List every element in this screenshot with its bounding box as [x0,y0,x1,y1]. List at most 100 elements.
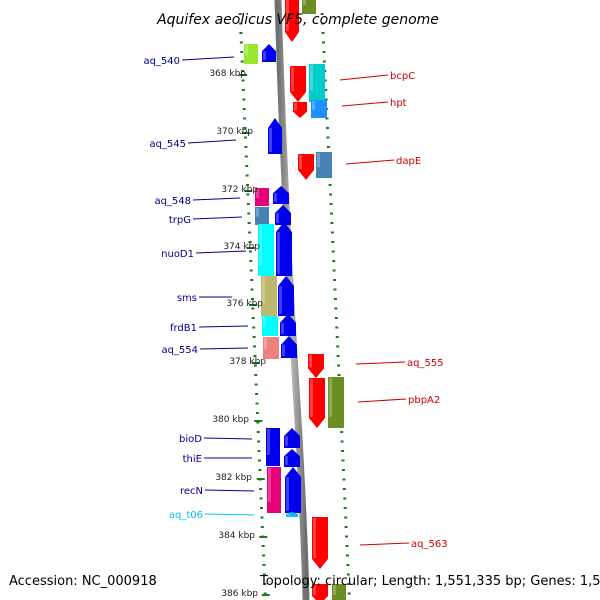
gene-label-aq_554[interactable]: aq_554 [161,345,198,356]
gene-aq554[interactable] [281,336,297,358]
gene-aq555-shape[interactable] [308,354,324,378]
gene-aq554-salmon-shape[interactable] [263,337,279,359]
scale-label: 384 kbp [218,531,255,541]
gene-label-aq_545[interactable]: aq_545 [149,139,186,150]
gene-bioD-shape[interactable] [284,428,300,448]
gene-top-olive[interactable] [302,0,316,14]
gene-label-sms[interactable]: sms [177,293,197,304]
gene-aq555[interactable] [308,354,324,378]
gene-dapE-steel-shape[interactable] [316,152,332,178]
gene-bcpC-shape[interactable] [290,66,306,102]
gene-bioD-blue-left[interactable] [266,428,280,466]
gene-frdB1[interactable] [280,314,296,336]
gene-frdB1-shape[interactable] [280,314,296,336]
gene-nuoD1[interactable] [276,222,292,276]
gene-hpt-shape[interactable] [293,102,307,118]
gene-top-olive-shape[interactable] [302,0,316,14]
gene-pbpA2[interactable] [309,378,325,428]
gene-label-frdb1[interactable]: frdB1 [170,323,197,334]
gene-hpt-blue[interactable] [311,100,327,118]
gene-aq540-lime[interactable] [244,44,258,64]
gene-aq545-highlight [269,128,272,152]
gene-thiE[interactable] [284,449,300,467]
gene-sms[interactable] [278,276,294,316]
gene-thiE-highlight [285,456,288,465]
gene-label-aq_548[interactable]: aq_548 [154,196,191,207]
gene-aq554-salmon[interactable] [263,337,279,359]
gene-aq548-magenta-shape[interactable] [255,188,269,206]
gene-aq548-shape[interactable] [273,186,289,204]
gene-nuoD1-shape[interactable] [276,222,292,276]
gene-bcpC-cyan-shape[interactable] [309,64,325,102]
gene-aq548[interactable] [273,186,289,204]
gene-bottom-red-shape[interactable] [312,584,328,600]
gene-aq548-magenta[interactable] [255,188,269,206]
gene-sms-khaki[interactable] [261,276,277,316]
gene-thiE-shape[interactable] [284,449,300,467]
gene-recN-magenta-shape[interactable] [267,467,281,513]
scale-label: 378 kbp [229,357,266,367]
label-leader-line [198,325,249,328]
gene-trpG-steel-shape[interactable] [255,207,269,225]
gene-bcpC[interactable] [290,66,306,102]
gene-label-recn[interactable]: recN [180,486,203,497]
gene-label-dape[interactable]: dapE [396,156,421,167]
gene-hpt[interactable] [293,102,307,118]
gene-aq554-shape[interactable] [281,336,297,358]
gene-label-aq_540[interactable]: aq_540 [143,56,180,67]
gene-aq540[interactable] [262,44,276,62]
gene-aq555-highlight [309,355,312,368]
gene-pbpA2-shape[interactable] [309,378,325,428]
gene-top-red-highlight [286,0,289,31]
gene-dapE-shape[interactable] [298,154,314,180]
gene-recN-magenta[interactable] [267,467,281,513]
gene-bcpC-highlight [291,67,294,91]
gene-dapE-steel[interactable] [316,152,332,178]
gene-label-aq_t06[interactable]: aq_t06 [169,510,203,521]
gene-bioD-blue-left-shape[interactable] [266,428,280,466]
gene-bottom-red[interactable] [312,584,328,600]
gene-dapE[interactable] [298,154,314,180]
gene-sms-khaki-shape[interactable] [261,276,277,316]
gene-label-trpg[interactable]: trpG [169,215,191,226]
gene-aq563[interactable] [312,517,328,569]
gene-bottom-olive[interactable] [332,584,346,600]
gene-recN[interactable] [285,467,301,513]
gene-trpG-steel-highlight [256,208,259,217]
gene-trpG-shape[interactable] [275,205,291,225]
gene-pbpA2-olive[interactable] [328,377,344,428]
gene-frdB1-cyan[interactable] [262,316,278,336]
gene-aq540-lime-shape[interactable] [244,44,258,64]
gene-aq563-shape[interactable] [312,517,328,569]
gene-recN-shape[interactable] [285,467,301,513]
gene-bioD[interactable] [284,428,300,448]
gene-label-aq_563[interactable]: aq_563 [411,539,448,550]
gene-nuoD1-cyan[interactable] [258,224,274,276]
gene-aq545-shape[interactable] [268,118,282,154]
gene-pbpA2-olive-shape[interactable] [328,377,344,428]
gene-bottom-olive-shape[interactable] [332,584,346,600]
label-leader-line [195,250,247,254]
gene-top-red-shape[interactable] [285,0,299,42]
gene-frdB1-cyan-shape[interactable] [262,316,278,336]
gene-nuoD1-cyan-shape[interactable] [258,224,274,276]
gene-bcpC-cyan[interactable] [309,64,325,102]
gene-label-aq_555[interactable]: aq_555 [407,358,444,369]
gene-aq-t06-shape[interactable] [286,512,298,517]
gene-label-biod[interactable]: bioD [179,434,202,445]
gene-aq545[interactable] [268,118,282,154]
gene-label-pbpa2[interactable]: pbpA2 [408,395,440,406]
gene-trpG[interactable] [275,205,291,225]
gene-label-nuod1[interactable]: nuoD1 [161,249,194,260]
gene-hpt-blue-shape[interactable] [311,100,327,118]
gene-label-thie[interactable]: thiE [183,454,202,465]
gene-aq-t06[interactable] [286,512,298,517]
gene-label-hpt[interactable]: hpt [390,98,407,109]
gene-label-bcpc[interactable]: bcpC [390,71,415,82]
gene-hpt-highlight [294,103,297,111]
gene-trpG-steel[interactable] [255,207,269,225]
gene-sms-shape[interactable] [278,276,294,316]
gene-top-red[interactable] [285,0,299,42]
gene-aq540-shape[interactable] [262,44,276,62]
